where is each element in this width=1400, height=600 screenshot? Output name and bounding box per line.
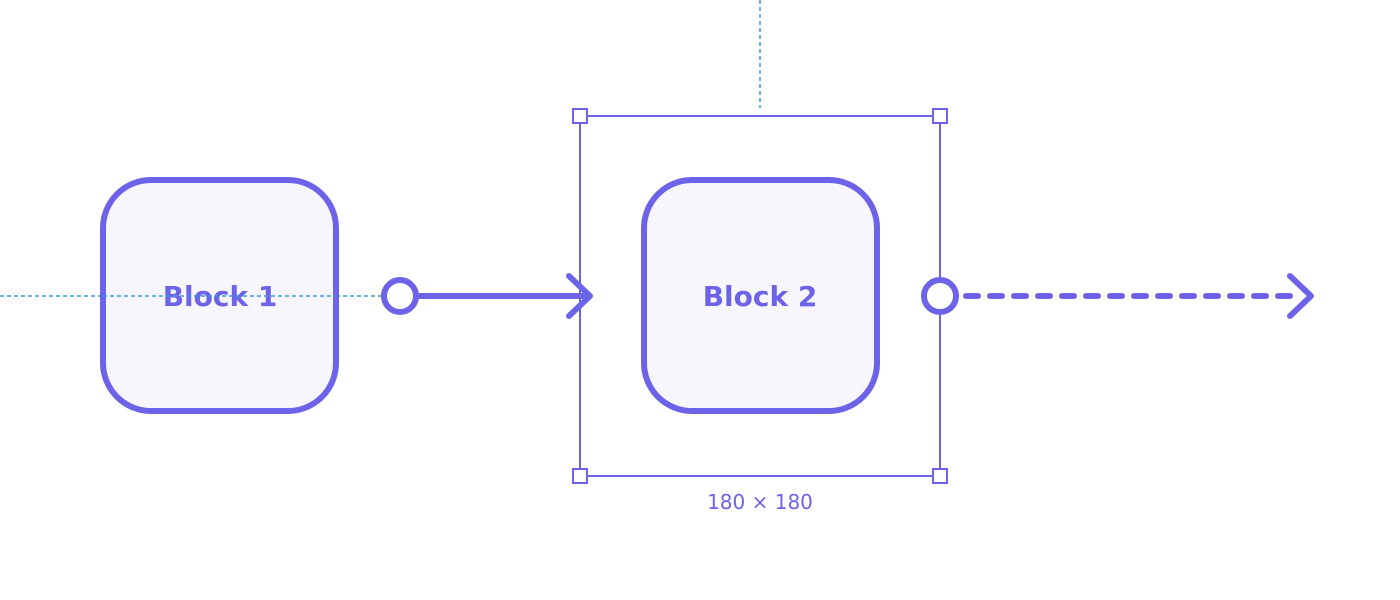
resize-handle-top-right[interactable] xyxy=(932,108,948,124)
block-2-label: Block 2 xyxy=(703,280,818,313)
connector-start-handle-2[interactable] xyxy=(921,277,959,315)
resize-handle-bottom-left[interactable] xyxy=(572,468,588,484)
connector-block1-to-block2[interactable] xyxy=(381,273,593,319)
connector-start-handle[interactable] xyxy=(381,277,419,315)
arrowhead-icon xyxy=(566,273,593,319)
resize-handle-top-left[interactable] xyxy=(572,108,588,124)
resize-handle-bottom-right[interactable] xyxy=(932,468,948,484)
block-2[interactable]: Block 2 xyxy=(641,177,880,414)
block-2-shape[interactable] xyxy=(641,177,880,414)
connector-block2-out[interactable] xyxy=(921,273,1314,319)
size-label: 180 × 180 xyxy=(707,490,813,514)
arrowhead-icon-2 xyxy=(1287,273,1314,319)
